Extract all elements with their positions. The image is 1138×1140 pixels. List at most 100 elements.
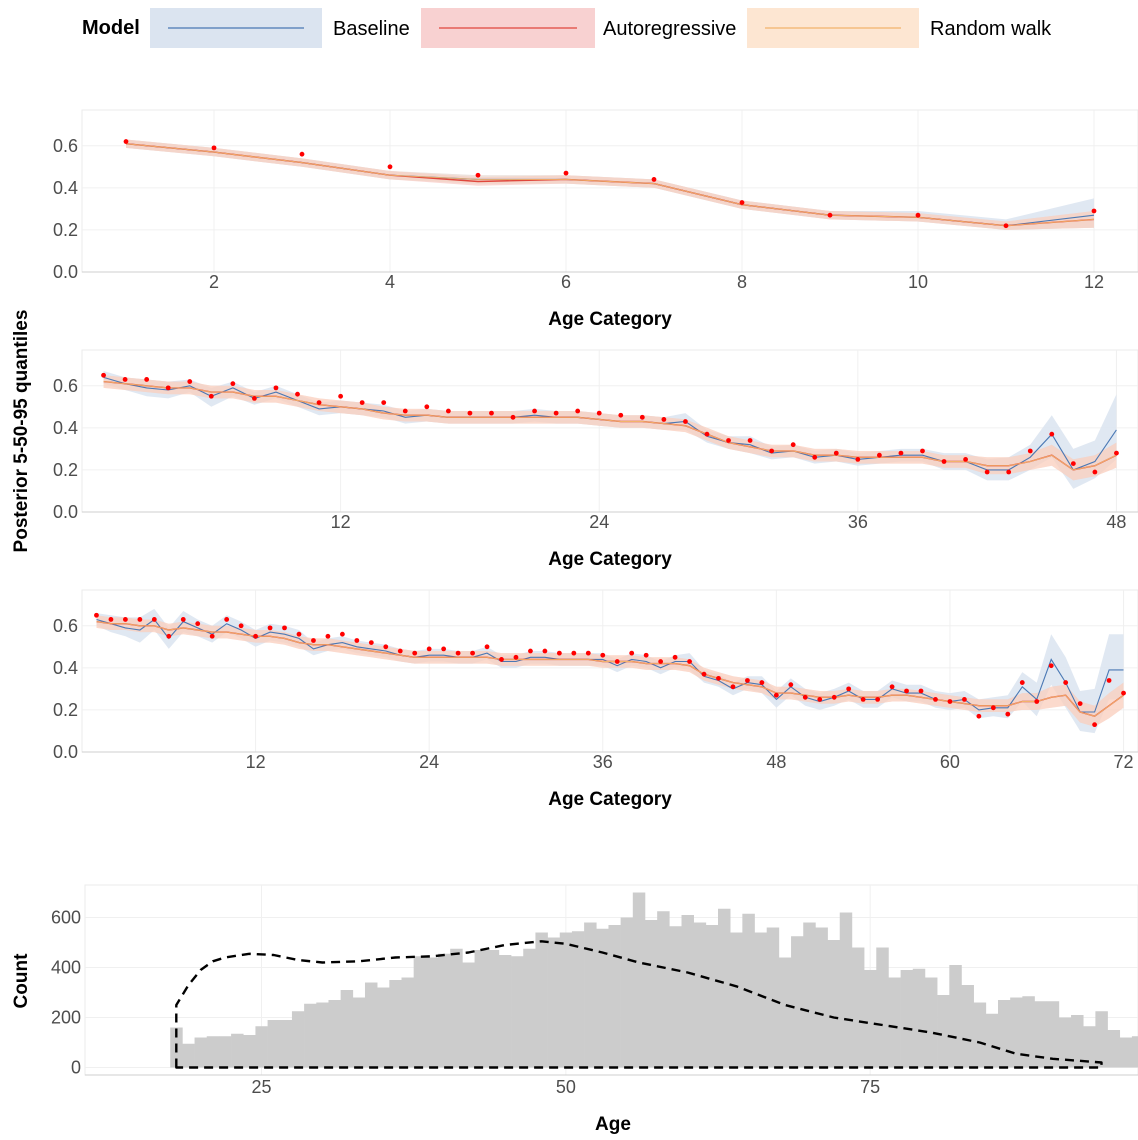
observed-point — [1027, 448, 1033, 454]
x-tick-label: 36 — [593, 752, 613, 772]
x-tick-label: 6 — [561, 272, 571, 292]
observed-point — [1048, 663, 1054, 669]
observed-point — [316, 400, 322, 405]
observed-point — [1049, 431, 1055, 437]
observed-point — [833, 450, 839, 456]
panel-4: 0 200 400 600 25 50 75 Age Count — [11, 884, 1138, 1135]
histogram-bar — [377, 987, 390, 1068]
observed-point — [209, 633, 215, 639]
histogram-bar — [511, 956, 524, 1068]
histogram-bar — [389, 980, 402, 1068]
observed-point — [424, 404, 430, 410]
histogram-bar — [182, 1043, 195, 1068]
legend-label-autoregressive: Autoregressive — [603, 18, 736, 40]
observed-point — [513, 654, 519, 660]
histogram-bar — [1083, 1026, 1096, 1068]
observed-point — [1003, 223, 1009, 229]
observed-point — [108, 617, 114, 622]
observed-point — [510, 414, 516, 420]
histogram-bar — [961, 985, 974, 1068]
observed-point — [1091, 208, 1097, 214]
histogram-bar — [474, 950, 488, 1068]
observed-point — [484, 644, 490, 650]
observed-point — [338, 393, 344, 399]
observed-point — [947, 699, 953, 704]
x-tick-label: 2 — [209, 272, 219, 292]
observed-point — [739, 200, 745, 205]
histogram-bar — [486, 950, 500, 1068]
observed-point — [585, 650, 591, 656]
observed-point — [123, 139, 129, 144]
observed-point — [788, 682, 794, 688]
observed-point — [1077, 701, 1083, 707]
histogram-bar — [608, 925, 621, 1068]
observed-point — [528, 648, 533, 654]
observed-point — [918, 688, 924, 694]
observed-point — [629, 650, 635, 656]
histogram-bar — [730, 932, 743, 1068]
observed-point — [397, 648, 403, 654]
observed-point — [137, 617, 143, 622]
observed-point — [475, 172, 481, 178]
histogram-bar — [498, 955, 512, 1068]
observed-point — [716, 675, 721, 681]
panel-border — [81, 109, 1138, 273]
histogram-bar — [340, 990, 354, 1068]
histogram-bar — [571, 931, 585, 1068]
observed-point — [296, 631, 302, 637]
observed-point — [383, 644, 389, 650]
observed-point — [273, 385, 279, 391]
observed-point — [1063, 680, 1069, 685]
y-tick-label: 0.2 — [53, 460, 78, 480]
legend-item-baseline: Baseline — [150, 8, 410, 48]
histogram-bar — [231, 1033, 244, 1068]
observed-point — [1019, 680, 1025, 685]
observed-point — [855, 457, 861, 462]
observed-point — [211, 145, 217, 151]
observed-point — [704, 431, 710, 437]
x-tick-label: 36 — [848, 512, 868, 532]
histogram-bar — [243, 1035, 256, 1068]
observed-point — [920, 448, 925, 454]
observed-point — [144, 377, 150, 382]
observed-point — [889, 684, 895, 690]
observed-point — [532, 408, 537, 414]
histogram-bar — [401, 977, 414, 1068]
observed-point — [253, 633, 258, 639]
y-tick-label: 0 — [71, 1058, 81, 1078]
observed-point — [639, 414, 645, 420]
histogram-bar — [1119, 1037, 1133, 1068]
y-tick-label: 0.6 — [53, 376, 78, 396]
histogram-bar — [949, 965, 962, 1068]
histogram-bar — [425, 957, 439, 1068]
median-line-random-walk — [125, 143, 1095, 227]
histogram-bar — [1071, 1015, 1084, 1068]
observed-point — [499, 657, 504, 662]
x-axis-title: Age Category — [548, 309, 672, 330]
observed-point — [898, 450, 904, 456]
histogram-bar — [657, 911, 670, 1068]
y-tick-label: 0.4 — [53, 658, 78, 678]
y-tick-label: 200 — [51, 1008, 81, 1028]
band-random-walk — [126, 139, 1094, 230]
y-tick-label: 0.6 — [53, 136, 78, 156]
panel-3: 0.0 0.2 0.4 0.6 12 24 36 48 60 72 Age Category — [53, 589, 1138, 810]
histogram-bar — [1131, 1036, 1138, 1068]
y-tick-label: 0.6 — [53, 616, 78, 636]
legend-item-autoregressive: Autoregressive — [421, 8, 736, 48]
observed-point — [412, 650, 418, 656]
panel-border — [81, 589, 1138, 753]
histogram-bar — [778, 957, 792, 1068]
histogram-bar — [681, 915, 694, 1068]
histogram-bar — [876, 947, 889, 1068]
observed-point — [701, 671, 707, 677]
observed-point — [282, 625, 287, 631]
y-tick-label: 0.4 — [53, 178, 78, 198]
observed-point — [790, 442, 796, 448]
observed-point — [441, 646, 447, 652]
x-axis-title: Age — [595, 1114, 631, 1135]
observed-point — [976, 713, 982, 719]
observed-point — [311, 638, 316, 643]
observed-point — [846, 686, 852, 692]
